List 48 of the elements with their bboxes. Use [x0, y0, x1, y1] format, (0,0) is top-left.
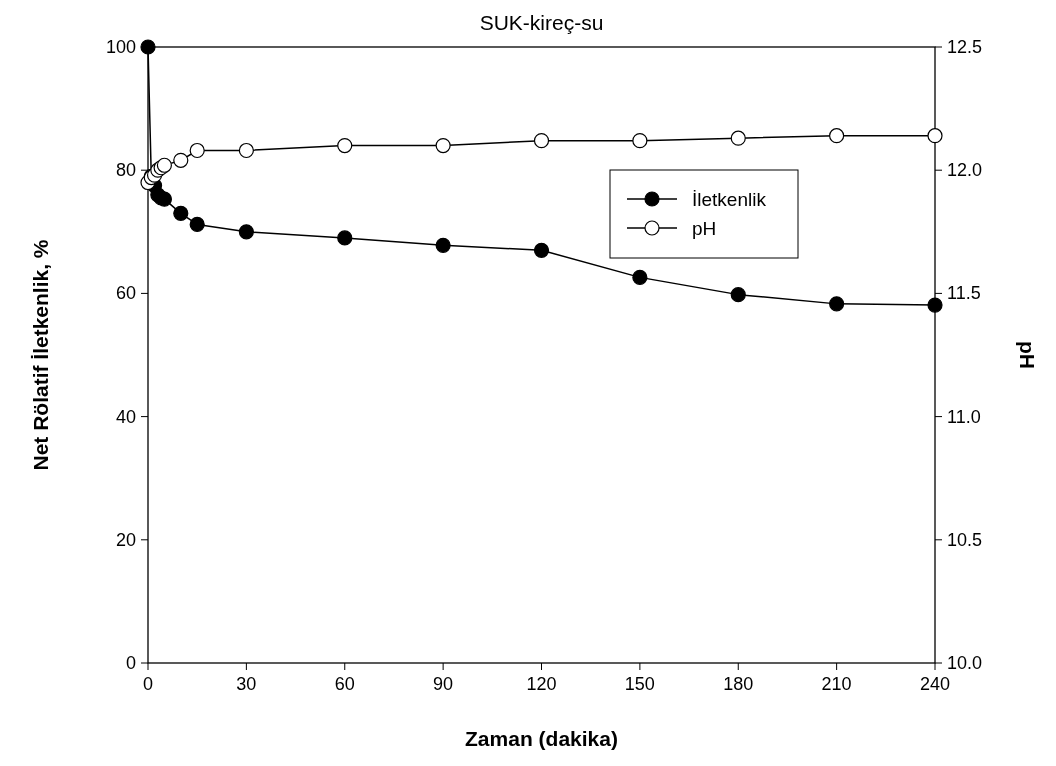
point — [173, 152, 189, 168]
legend-label: İletkenlik — [692, 189, 767, 210]
point — [435, 237, 451, 253]
legend-label: pH — [692, 218, 717, 239]
x-tick-label: 30 — [236, 674, 257, 694]
point — [730, 287, 746, 303]
y2-tick-label: 10.5 — [947, 529, 983, 550]
point — [189, 142, 205, 159]
x-tick-label: 90 — [433, 674, 454, 694]
x-tick-label: 60 — [334, 674, 355, 694]
x-tick-label: 240 — [919, 674, 951, 694]
point — [533, 133, 550, 149]
y2-tick-label: 11.0 — [947, 406, 981, 427]
y2-tick-label: 10.0 — [947, 653, 983, 673]
y2-tick-label: 12.0 — [947, 160, 983, 181]
y2-tick-label: 12.5 — [947, 37, 983, 57]
point — [337, 137, 353, 154]
y-tick-label: 0 — [125, 653, 136, 673]
point — [238, 224, 254, 240]
y-tick-label: 80 — [115, 160, 136, 181]
point — [189, 216, 205, 233]
y-tick-label: 100 — [105, 37, 136, 57]
point — [140, 39, 156, 55]
x-tick-label: 0 — [142, 674, 154, 694]
y-tick-label: 40 — [115, 406, 136, 427]
y2-axis-title: pH — [1016, 341, 1039, 369]
point — [829, 296, 845, 312]
point — [435, 137, 451, 154]
y-tick-label: 60 — [115, 283, 136, 304]
point — [927, 128, 943, 144]
point — [173, 205, 189, 221]
point — [337, 230, 353, 246]
y-tick-label: 20 — [115, 529, 136, 550]
point — [632, 133, 648, 149]
point — [238, 142, 254, 159]
y-axis-title: Net Rölatif İletkenlik, % — [29, 239, 52, 471]
point — [632, 269, 648, 285]
x-tick-label: 150 — [624, 674, 655, 694]
point — [829, 128, 845, 144]
x-tick-label: 120 — [526, 674, 557, 694]
x-tick-label: 180 — [723, 674, 754, 694]
x-tick-label: 210 — [821, 674, 852, 694]
y2-tick-label: 11.5 — [947, 283, 981, 304]
point — [730, 130, 746, 146]
point — [927, 297, 943, 313]
x-axis-title: Zaman (dakika) — [465, 727, 618, 750]
point — [533, 242, 550, 258]
chart-title: SUK-kireç-su — [479, 11, 604, 34]
